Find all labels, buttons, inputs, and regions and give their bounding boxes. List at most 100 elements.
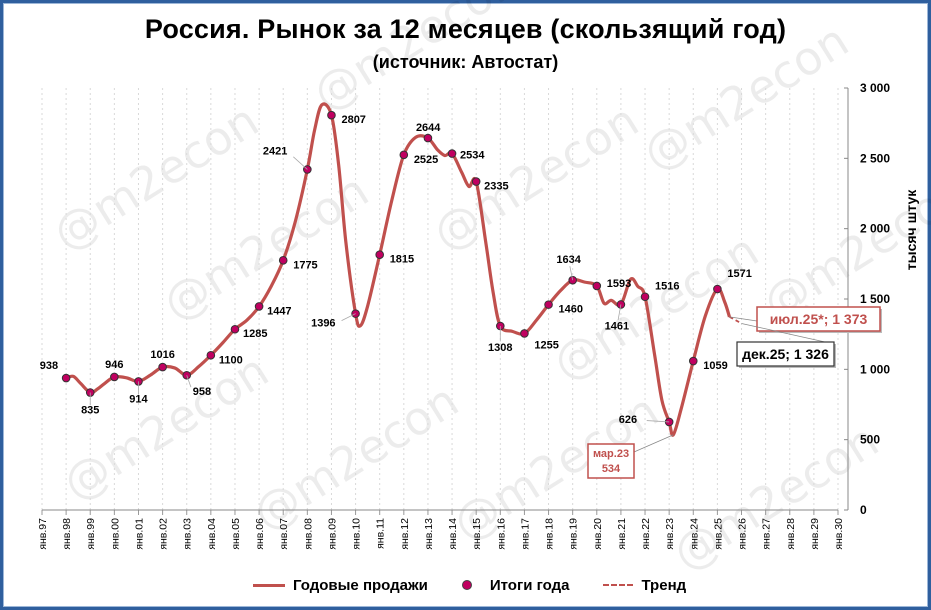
data-label-leader bbox=[186, 375, 192, 388]
x-tick-label: янв.10 bbox=[351, 518, 363, 550]
x-tick-label: янв.21 bbox=[616, 518, 628, 550]
x-tick-label: янв.27 bbox=[761, 518, 773, 550]
series-line-trend bbox=[729, 316, 742, 325]
x-tick-label: янв.02 bbox=[158, 518, 170, 550]
x-tick-label: янв.13 bbox=[423, 518, 435, 550]
year-total-point bbox=[230, 324, 240, 334]
x-tick-label: янв.30 bbox=[833, 518, 845, 550]
data-label: 938 bbox=[40, 360, 58, 372]
data-label: 1016 bbox=[150, 349, 174, 361]
legend: Годовые продажи Итоги года Тренд bbox=[253, 574, 720, 596]
year-total-point bbox=[640, 292, 650, 302]
legend-item-year-totals: Итоги года bbox=[461, 576, 570, 594]
x-tick-label: янв.07 bbox=[278, 518, 290, 550]
annotation-label-latest: июл.25*; 1 373 bbox=[770, 311, 868, 327]
year-total-point bbox=[61, 373, 71, 383]
data-label: 1460 bbox=[559, 304, 583, 316]
x-tick-label: янв.11 bbox=[375, 518, 387, 549]
annotation-box-forecast bbox=[736, 341, 835, 367]
x-tick-label: янв.23 bbox=[664, 518, 676, 550]
data-label: 1593 bbox=[607, 278, 631, 290]
y-tick-label: 1 000 bbox=[860, 362, 890, 376]
x-tick-label: янв.25 bbox=[712, 518, 724, 550]
year-total-point bbox=[447, 149, 457, 158]
data-label: 1100 bbox=[219, 354, 243, 366]
data-label-leader bbox=[569, 266, 574, 281]
annotation-leader bbox=[741, 323, 835, 345]
data-label: 2807 bbox=[341, 114, 365, 126]
year-total-point bbox=[471, 177, 481, 186]
legend-dash-swatch bbox=[603, 584, 634, 586]
x-tick-label: янв.28 bbox=[785, 518, 797, 550]
year-total-point bbox=[423, 133, 433, 143]
year-total-point bbox=[158, 362, 167, 372]
chart-title: Россия. Рынок за 12 месяцев (скользящий … bbox=[144, 14, 787, 44]
x-tick-label: янв.22 bbox=[640, 518, 652, 550]
x-tick-label: янв.08 bbox=[302, 518, 314, 550]
year-total-point bbox=[399, 150, 409, 160]
data-label: 1815 bbox=[390, 254, 414, 266]
x-tick-label: янв.19 bbox=[568, 518, 580, 550]
legend-label-trend: Тренд bbox=[641, 576, 687, 594]
data-label: 1571 bbox=[727, 268, 751, 280]
year-total-point bbox=[592, 281, 602, 291]
x-tick-label: янв.18 bbox=[544, 518, 556, 550]
y-axis-title: тысяч штук bbox=[903, 189, 919, 270]
y-tick-label: 2 500 bbox=[860, 151, 890, 165]
annotation-leader bbox=[633, 434, 674, 453]
annotation-label-min: мар.23 bbox=[593, 448, 629, 460]
x-tick-label: янв.04 bbox=[206, 518, 218, 550]
year-total-point bbox=[206, 350, 216, 360]
x-tick-label: янв.05 bbox=[230, 518, 242, 550]
data-label: 2335 bbox=[484, 181, 508, 193]
y-tick-label: 0 bbox=[860, 503, 867, 517]
year-total-point bbox=[278, 256, 288, 265]
x-tick-label: янв.29 bbox=[809, 518, 821, 550]
chart-subtitle: (источник: Автостат) bbox=[372, 52, 559, 72]
x-tick-label: янв.01 bbox=[133, 518, 145, 550]
x-tick-label: янв.00 bbox=[109, 518, 121, 550]
data-label: 958 bbox=[193, 386, 211, 398]
annotation-box-min bbox=[587, 443, 635, 479]
data-label: 946 bbox=[105, 359, 123, 371]
y-tick-label: 3 000 bbox=[860, 81, 890, 95]
data-label: 1447 bbox=[267, 305, 291, 317]
x-tick-label: янв.15 bbox=[471, 518, 483, 550]
y-tick-label: 1 500 bbox=[860, 292, 890, 306]
x-tick-label: янв.24 bbox=[688, 518, 700, 550]
data-label: 2421 bbox=[263, 145, 287, 157]
series-line-sales bbox=[65, 102, 731, 437]
data-label-leader bbox=[341, 313, 356, 321]
data-label: 1461 bbox=[605, 320, 629, 332]
data-label: 835 bbox=[81, 405, 99, 417]
data-label: 1255 bbox=[534, 339, 558, 351]
legend-label-sales: Годовые продажи bbox=[293, 576, 428, 594]
year-total-point bbox=[327, 110, 336, 120]
x-tick-label: янв.26 bbox=[737, 518, 749, 550]
year-total-point bbox=[110, 372, 119, 382]
data-label-leader bbox=[617, 304, 622, 320]
x-tick-label: янв.99 bbox=[85, 518, 97, 550]
year-total-point bbox=[254, 302, 264, 311]
legend-label-year-totals: Итоги года bbox=[489, 576, 570, 594]
x-tick-label: янв.06 bbox=[254, 518, 266, 550]
year-total-point bbox=[544, 300, 553, 309]
data-label: 2525 bbox=[414, 154, 438, 166]
annotation-leader bbox=[729, 316, 758, 322]
x-tick-label: янв.03 bbox=[182, 518, 194, 550]
annotation-label-forecast: дек.25; 1 326 bbox=[742, 346, 829, 362]
data-label: 2644 bbox=[416, 122, 441, 134]
x-tick-label: янв.09 bbox=[326, 518, 338, 550]
x-tick-label: янв.14 bbox=[447, 518, 459, 550]
x-tick-label: янв.17 bbox=[519, 518, 531, 550]
legend-item-sales: Годовые продажи bbox=[253, 577, 428, 594]
data-label: 1308 bbox=[488, 342, 512, 354]
data-label: 1059 bbox=[703, 360, 727, 372]
data-label: 914 bbox=[129, 393, 148, 405]
data-label: 626 bbox=[619, 414, 637, 426]
x-tick-label: янв.12 bbox=[399, 518, 411, 550]
data-label: 1285 bbox=[243, 328, 267, 340]
year-total-point bbox=[520, 329, 529, 338]
